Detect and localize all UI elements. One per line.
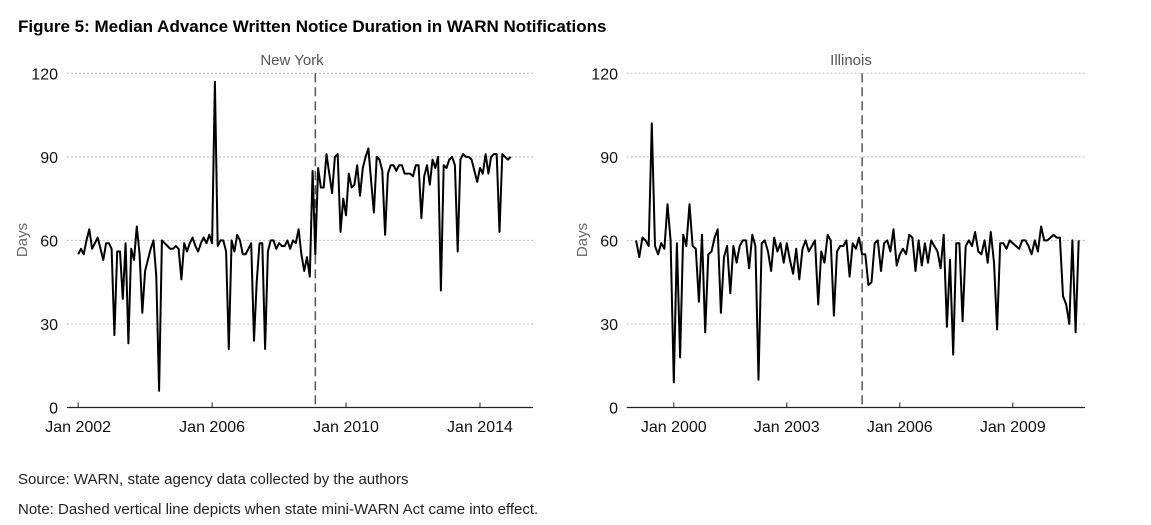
y-tick-label: 30 xyxy=(600,317,618,334)
data-points xyxy=(78,81,511,391)
chart-panel-illinois: 0 30 60 90 120 Jan 2000 Jan 2003 Jan 2006 Jan 20… xyxy=(574,52,1085,436)
y-tick-label: 120 xyxy=(31,66,58,83)
data-points xyxy=(636,123,1079,383)
x-tick-label: Jan 2003 xyxy=(754,419,820,436)
panel-title: Illinois xyxy=(830,52,872,69)
y-tick-label: 60 xyxy=(40,233,58,250)
x-tick-label: Jan 2006 xyxy=(179,419,245,436)
source-note: Source: WARN, state agency data collecte… xyxy=(18,471,408,488)
y-tick-label: 90 xyxy=(40,150,58,167)
x-tick-label: Jan 2009 xyxy=(980,419,1046,436)
panels: 0 30 60 90 120 Jan 2002 Jan 2006 Jan 2010 Jan 20… xyxy=(14,52,1085,436)
y-tick-label: 30 xyxy=(40,317,58,334)
y-axis-label: Days xyxy=(14,223,31,257)
y-tick-label: 90 xyxy=(600,150,618,167)
x-tick-label: Jan 2000 xyxy=(641,419,707,436)
chart-panel-new-york: 0 30 60 90 120 Jan 2002 Jan 2006 Jan 2010 Jan 20… xyxy=(14,52,533,436)
y-axis-label: Days xyxy=(574,223,591,257)
x-tick-label: Jan 2014 xyxy=(447,419,513,436)
y-tick-label: 120 xyxy=(591,66,618,83)
footnote: Note: Dashed vertical line depicts when … xyxy=(18,501,538,518)
x-tick-label: Jan 2006 xyxy=(867,419,933,436)
panel-title: New York xyxy=(260,52,324,69)
y-tick-label: 0 xyxy=(49,401,58,418)
x-tick-label: Jan 2010 xyxy=(313,419,379,436)
x-tick-label: Jan 2002 xyxy=(45,419,111,436)
series-line xyxy=(77,80,512,392)
figure-title: Figure 5: Median Advance Written Notice … xyxy=(18,17,606,36)
y-tick-label: 60 xyxy=(600,233,618,250)
y-tick-label: 0 xyxy=(609,401,618,418)
series-line xyxy=(635,122,1080,384)
